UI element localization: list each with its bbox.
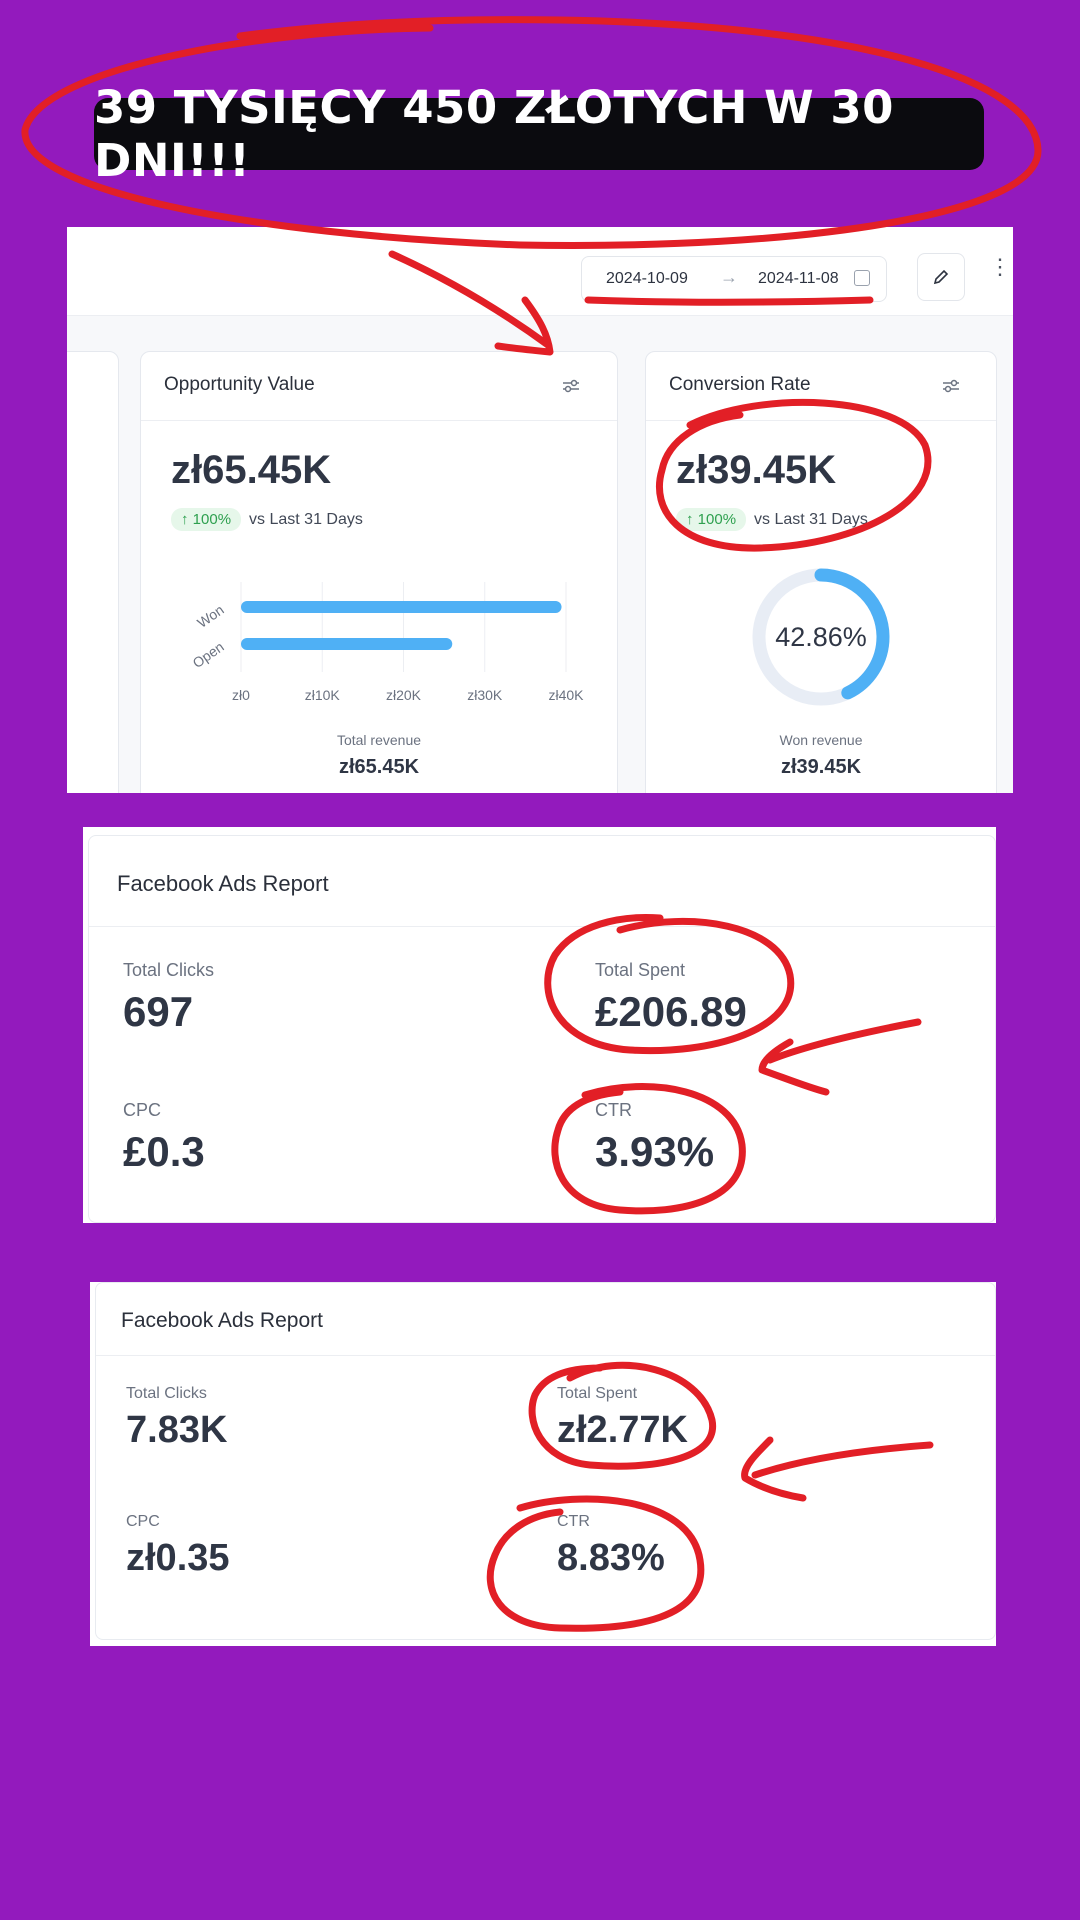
facebook-ads-report-1: Facebook Ads Report Total Clicks 697 Tot… bbox=[83, 827, 996, 1223]
card-title: Opportunity Value bbox=[164, 374, 315, 395]
date-from: 2024-10-09 bbox=[606, 270, 688, 287]
total-clicks-label: Total Clicks bbox=[123, 960, 215, 980]
arrow-right-icon: → bbox=[720, 267, 738, 287]
total-revenue-value: zł65.45K bbox=[338, 756, 420, 778]
won-revenue-label: Won revenue bbox=[779, 732, 863, 748]
comparison-text: vs Last 31 Days bbox=[249, 510, 363, 528]
x-tick-label: zł0 bbox=[232, 687, 250, 703]
donut-label: 42.86% bbox=[775, 622, 867, 652]
card-header: Conversion Rate bbox=[646, 352, 996, 421]
opportunity-value: zł65.45K bbox=[171, 448, 332, 492]
divider bbox=[96, 1355, 995, 1356]
date-range-picker[interactable]: 2024-10-09 → 2024-11-08 bbox=[581, 256, 887, 302]
ctr-value: 3.93% bbox=[595, 1128, 715, 1175]
headline-text: 39 TYSIĘCY 450 ZŁOTYCH W 30 DNI!!! bbox=[94, 81, 894, 187]
total-spent-value: £206.89 bbox=[595, 988, 747, 1035]
total-spent-label: Total Spent bbox=[557, 1385, 638, 1402]
card-title: Conversion Rate bbox=[669, 374, 811, 395]
report-title: Facebook Ads Report bbox=[121, 1309, 323, 1332]
dashboard-screenshot: 2024-10-09 → 2024-11-08 ⋮ Opportunity Va… bbox=[67, 227, 1013, 793]
report-title: Facebook Ads Report bbox=[117, 871, 329, 896]
change-badge: ↑ 100% bbox=[676, 508, 747, 531]
opportunity-bar-chart: zł0 zł10K zł20K zł30K zł40K Won Open bbox=[189, 582, 584, 703]
change-badge: ↑ 100% bbox=[171, 508, 242, 531]
bar-open bbox=[241, 638, 453, 650]
x-tick-label: zł20K bbox=[386, 687, 422, 703]
facebook-ads-report-2: Facebook Ads Report Total Clicks 7.83K T… bbox=[90, 1282, 996, 1646]
cpc-value: zł0.35 bbox=[126, 1537, 230, 1579]
edit-button[interactable] bbox=[917, 253, 965, 301]
cpc-label: CPC bbox=[123, 1100, 162, 1120]
total-clicks-value: 697 bbox=[123, 988, 194, 1035]
bar-won bbox=[241, 601, 562, 613]
cpc-value: £0.3 bbox=[123, 1128, 205, 1175]
calendar-icon bbox=[854, 270, 870, 286]
conversion-donut-chart: 42.86% bbox=[752, 568, 890, 706]
y-category-label: Open bbox=[189, 638, 226, 671]
x-tick-label: zł10K bbox=[305, 687, 341, 703]
total-clicks-value: 7.83K bbox=[126, 1409, 228, 1451]
conversion-rate-card: Conversion Rate zł39.45K ↑ 100% vs Last … bbox=[645, 351, 997, 793]
total-clicks-label: Total Clicks bbox=[126, 1385, 207, 1402]
cpc-label: CPC bbox=[126, 1513, 160, 1530]
x-tick-label: zł30K bbox=[467, 687, 503, 703]
total-spent-value: zł2.77K bbox=[557, 1409, 688, 1451]
ctr-label: CTR bbox=[595, 1100, 632, 1120]
more-options-icon[interactable]: ⋮ bbox=[989, 254, 1011, 279]
total-spent-label: Total Spent bbox=[595, 960, 686, 980]
won-revenue-value: zł39.45K bbox=[780, 756, 862, 778]
x-tick-label: zł40K bbox=[548, 687, 584, 703]
total-revenue-label: Total revenue bbox=[336, 732, 422, 748]
card-header: Opportunity Value bbox=[141, 352, 617, 421]
comparison-text: vs Last 31 Days bbox=[754, 510, 868, 528]
filter-settings-icon[interactable] bbox=[562, 378, 580, 394]
previous-card bbox=[67, 351, 119, 793]
divider bbox=[89, 926, 995, 927]
ctr-label: CTR bbox=[557, 1513, 590, 1530]
donut-progress bbox=[752, 568, 890, 706]
pencil-icon bbox=[933, 269, 949, 285]
y-category-label: Won bbox=[194, 601, 227, 630]
ctr-value: 8.83% bbox=[557, 1537, 665, 1579]
opportunity-value-card: Opportunity Value zł65.45K ↑ 100% vs Las… bbox=[140, 351, 618, 793]
headline-banner: 39 TYSIĘCY 450 ZŁOTYCH W 30 DNI!!! bbox=[94, 81, 984, 187]
date-to: 2024-11-08 bbox=[758, 270, 839, 287]
filter-settings-icon[interactable] bbox=[942, 378, 960, 394]
conversion-value: zł39.45K bbox=[676, 448, 837, 492]
